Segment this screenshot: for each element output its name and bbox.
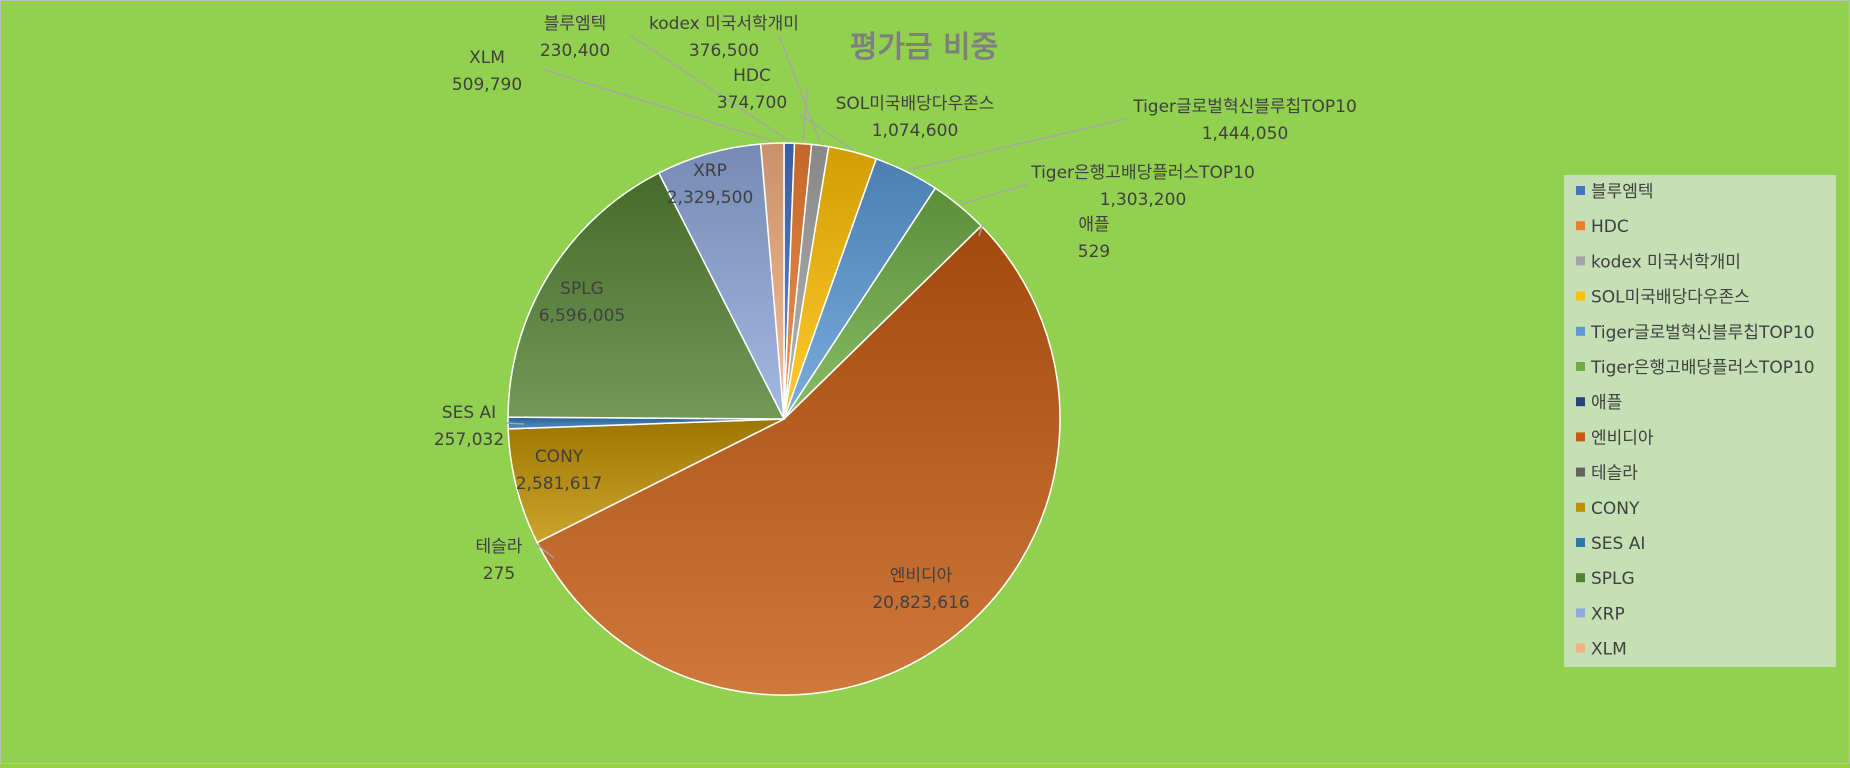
data-label-name: 엔비디아	[890, 566, 953, 586]
legend-swatch	[1576, 291, 1585, 301]
legend-entry: HDC	[1591, 217, 1629, 237]
legend-entry: kodex 미국서학개미	[1591, 252, 1741, 272]
data-label-value: 376,500	[689, 41, 759, 61]
legend-swatch	[1576, 221, 1585, 231]
legend-swatch	[1576, 538, 1585, 547]
data-label-name: SES AI	[442, 403, 496, 423]
data-label-value: 257,032	[434, 430, 504, 450]
data-label-name: kodex 미국서학개미	[649, 14, 799, 34]
legend-entry: 엔비디아	[1591, 428, 1654, 448]
slices-layer	[507, 142, 1061, 696]
data-label-name: SPLG	[560, 279, 604, 299]
pie-slice	[536, 224, 1061, 696]
leader-line	[960, 183, 1029, 205]
data-label-name: XLM	[469, 48, 505, 68]
data-label-name: Tiger글로벌혁신블루칩TOP10	[1132, 97, 1357, 117]
legend-entry: SOL미국배당다우존스	[1591, 288, 1750, 308]
data-label-name: Tiger은행고배당플러스TOP10	[1030, 163, 1255, 183]
legend-entry: Tiger글로벌혁신블루칩TOP10	[1590, 323, 1815, 343]
legend-swatch	[1576, 643, 1585, 653]
leader-lines	[505, 34, 1131, 559]
leader-line	[778, 34, 822, 144]
data-label-value: 230,400	[540, 41, 610, 61]
data-label-name: HDC	[733, 66, 771, 86]
legend-swatch	[1576, 256, 1585, 266]
data-label-value: 20,823,616	[872, 593, 969, 613]
legend-entry: XLM	[1591, 640, 1627, 660]
data-label-name: 테슬라	[476, 537, 523, 557]
legend-swatch	[1576, 608, 1585, 618]
legend-swatch	[1576, 573, 1585, 583]
pie-slice	[759, 142, 785, 420]
legend-entry: SES AI	[1591, 534, 1645, 554]
legend: 블루엠텍 HDC kodex 미국서학개미 SOL미국배당다우존스 Tiger글로벌혁신…	[1564, 175, 1836, 667]
data-label-name: XRP	[693, 161, 727, 181]
legend-entry: XRP	[1591, 604, 1625, 624]
pie-slice	[507, 418, 785, 544]
leader-line	[907, 117, 1131, 171]
data-label-value: 374,700	[717, 93, 787, 113]
legend-entry: SPLG	[1591, 569, 1635, 589]
legend-swatch	[1576, 186, 1585, 195]
data-label-name: SOL미국배당다우존스	[836, 94, 995, 114]
data-labels: 블루엠텍 230,400 HDC 374,700 kodex 미국서학개미 376,500…	[434, 14, 1357, 613]
legend-swatch	[1576, 502, 1585, 512]
legend-swatch	[1576, 467, 1585, 477]
legend-swatch	[1576, 362, 1585, 371]
legend-entry: 애플	[1591, 393, 1622, 413]
data-label-value: 509,790	[452, 75, 522, 95]
legend-background	[1564, 175, 1836, 667]
leader-line	[802, 86, 808, 142]
leader-line	[534, 542, 555, 559]
data-label-value: 275	[483, 564, 515, 584]
legend-entry: 블루엠텍	[1591, 182, 1654, 202]
leader-line	[505, 422, 525, 425]
leader-line	[978, 224, 984, 237]
legend-swatch	[1576, 397, 1585, 407]
data-label-value: 1,074,600	[872, 121, 959, 141]
data-label-name: 블루엠텍	[544, 14, 607, 34]
legend-swatch	[1576, 326, 1585, 336]
chart-title: 평가금 비중	[850, 30, 998, 65]
leader-line	[799, 114, 854, 151]
leader-line	[629, 34, 790, 142]
leader-line	[541, 68, 773, 142]
data-label-value: 529	[1078, 242, 1110, 262]
legend-entry: 테슬라	[1591, 464, 1638, 484]
data-label-value: 2,329,500	[667, 188, 754, 208]
pie-slice	[507, 172, 786, 420]
data-label-value: 6,596,005	[539, 306, 626, 326]
legend-entry: Tiger은행고배당플러스TOP10	[1590, 358, 1815, 378]
data-label-name: CONY	[535, 447, 584, 467]
legend-entry: CONY	[1591, 499, 1640, 519]
data-label-value: 2,581,617	[516, 474, 603, 494]
data-label-name: 애플	[1078, 215, 1109, 235]
data-label-value: 1,303,200	[1100, 190, 1187, 210]
legend-swatch	[1576, 432, 1585, 442]
data-label-value: 1,444,050	[1202, 124, 1289, 144]
